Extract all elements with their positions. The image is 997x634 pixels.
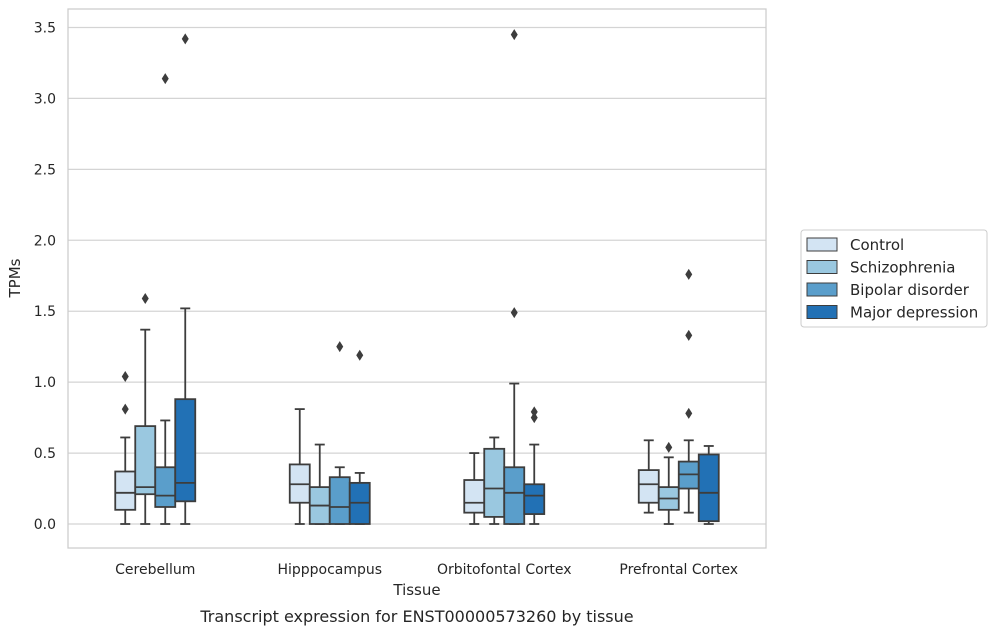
box-iqr — [114, 470, 137, 511]
box-3-3 — [697, 445, 720, 525]
box-iqr — [463, 479, 486, 514]
box-1-2 — [328, 341, 351, 525]
legend-label: Bipolar disorder — [850, 281, 970, 299]
grid-layer — [68, 26, 766, 525]
legend-swatch — [806, 305, 838, 319]
outlier-point — [510, 307, 518, 319]
x-tick-label: Orbitofontal Cortex — [437, 562, 572, 578]
outlier-point — [530, 406, 538, 418]
x-tick-labels: Cerebellum Hipppocampus Orbitofontal Corte… — [115, 562, 738, 578]
legend-swatch — [806, 237, 838, 252]
box-2-0 — [463, 452, 486, 525]
legend-items: Control Schizophrenia Bipolar disorder Majo… — [806, 236, 978, 322]
box-3-2 — [677, 268, 700, 514]
outlier-point — [161, 73, 169, 85]
y-tick-label: 1.0 — [34, 375, 56, 391]
box-0-3 — [174, 33, 197, 525]
box-1-3 — [348, 349, 371, 525]
box-0-2 — [154, 73, 177, 525]
y-tick-label: 2.5 — [34, 162, 56, 178]
box-0-0 — [114, 370, 137, 525]
y-tick-label: 2.0 — [34, 233, 56, 249]
box-3-0 — [637, 439, 660, 514]
plot-frame — [67, 8, 767, 549]
outlier-point — [685, 268, 693, 280]
box-iqr — [637, 469, 660, 504]
x-tick-label: Cerebellum — [115, 562, 195, 578]
legend-swatch — [806, 282, 838, 297]
box-iqr — [697, 453, 720, 523]
legend: Control Schizophrenia Bipolar disorder Majo… — [800, 229, 988, 328]
outlier-point — [121, 370, 129, 382]
x-tick-label: Prefrontal Cortex — [619, 562, 738, 578]
outlier-point — [121, 403, 129, 415]
box-iqr — [134, 425, 157, 496]
legend-frame — [800, 229, 988, 328]
y-axis-label: TPMs — [6, 258, 24, 298]
outlier-point — [685, 329, 693, 341]
box-iqr — [154, 466, 177, 508]
y-tick-label: 0.0 — [34, 517, 56, 533]
outlier-point — [665, 441, 673, 453]
y-tick-labels: 0.0 0.5 1.0 1.5 2.0 2.5 3.0 3.5 — [34, 21, 56, 534]
outlier-point — [685, 407, 693, 419]
box-1-0 — [288, 408, 311, 525]
outlier-point — [510, 29, 518, 41]
box-3-1 — [657, 441, 680, 525]
box-iqr — [483, 447, 506, 518]
y-tick-label: 3.5 — [34, 21, 56, 37]
box-iqr — [174, 398, 197, 503]
y-tick-label: 1.5 — [34, 304, 56, 320]
x-tick-label: Hipppocampus — [277, 562, 382, 578]
boxes-layer — [114, 29, 720, 525]
y-tick-label: 3.0 — [34, 91, 56, 107]
box-iqr — [523, 483, 546, 515]
legend-swatch — [806, 260, 838, 274]
x-axis-label: Tissue — [392, 581, 440, 599]
box-2-2 — [503, 29, 526, 525]
box-2-3 — [523, 406, 546, 525]
outlier-point — [356, 349, 364, 361]
box-iqr — [328, 476, 351, 525]
box-0-1 — [134, 292, 157, 525]
outlier-point — [530, 412, 538, 424]
y-tick-label: 0.5 — [34, 446, 56, 462]
outlier-point — [336, 341, 344, 353]
box-iqr — [503, 466, 526, 525]
outlier-point — [141, 292, 149, 304]
legend-label: Schizophrenia — [850, 259, 955, 277]
box-2-1 — [483, 436, 506, 525]
outlier-point — [181, 33, 189, 45]
legend-label: Major depression — [850, 304, 978, 322]
legend-label: Control — [850, 236, 904, 254]
chart-caption: Transcript expression for ENST0000057326… — [199, 607, 633, 626]
box-1-1 — [308, 443, 331, 525]
